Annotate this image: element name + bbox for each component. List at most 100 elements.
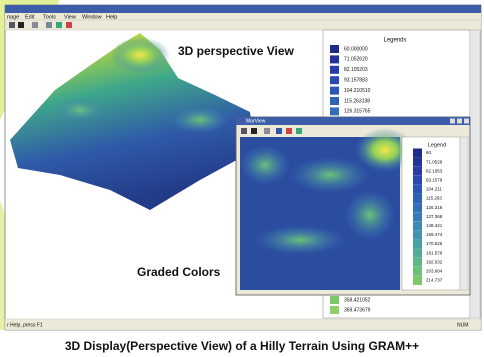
legend-swatch	[330, 86, 339, 95]
legend-swatch	[413, 230, 422, 240]
legend-label: 203.684	[426, 268, 443, 273]
legend-swatch	[413, 148, 422, 158]
menu-item[interactable]: Window	[82, 14, 102, 20]
tool-button[interactable]	[32, 22, 38, 28]
legend-label: 93.157883	[344, 78, 368, 84]
legend-label: 104.211	[426, 187, 442, 192]
terrain-high	[355, 128, 415, 172]
perspective-label: 3D perspective View	[178, 44, 295, 58]
graded-image-detail	[240, 128, 415, 255]
close-button[interactable]	[464, 118, 469, 124]
tool-button[interactable]	[66, 22, 72, 28]
legend-swatch	[413, 184, 422, 194]
scrollbar[interactable]	[469, 29, 481, 319]
child-title: MarView	[246, 118, 266, 124]
legend-label: 115.263138	[344, 98, 370, 104]
legend-swatch	[330, 76, 339, 85]
tool-button[interactable]	[46, 22, 52, 28]
tool-button[interactable]	[241, 128, 247, 134]
scrollbar[interactable]	[459, 136, 469, 291]
status-bar	[4, 318, 482, 331]
legend-label: 214.737	[426, 278, 443, 283]
tool-button[interactable]	[264, 128, 270, 134]
legend-label: 159.474	[426, 232, 443, 237]
menu-item[interactable]: nage	[7, 14, 19, 20]
child-legend-title: Legend	[428, 142, 446, 148]
legend-swatch	[330, 107, 339, 116]
terrain-mid	[290, 157, 370, 193]
legend-swatch	[330, 45, 339, 53]
legend-label: 358.421052	[344, 297, 371, 303]
terrain-ridge	[170, 106, 230, 134]
tool-button[interactable]	[286, 128, 292, 134]
legend-swatch	[413, 257, 422, 267]
legend-swatch	[413, 175, 422, 185]
legend-label: 60.	[426, 150, 432, 155]
child-toolbar	[241, 128, 302, 134]
legend-swatch	[413, 275, 422, 285]
legend-label: 104.210510	[344, 88, 371, 94]
status-num: NUM	[457, 322, 468, 328]
toolbar	[4, 19, 482, 31]
menu-item[interactable]: Tools	[43, 14, 56, 20]
legend-swatch	[413, 157, 422, 167]
legend-swatch	[413, 221, 422, 231]
legend-label: 181.579	[426, 250, 443, 255]
legend-label: 126.315765	[344, 109, 371, 115]
legend-label: 93.1579	[426, 177, 443, 182]
legend-title: Legends	[383, 38, 406, 44]
legend-swatch	[330, 306, 339, 314]
legend-label: 137.368	[426, 214, 443, 219]
child-legend-panel	[401, 136, 461, 291]
terrain-peak	[110, 37, 170, 73]
legend-swatch	[413, 266, 422, 276]
tool-button[interactable]	[56, 22, 62, 28]
menu-item[interactable]: View	[64, 14, 76, 20]
menu: nage Edit Tools View Window Help	[7, 14, 117, 20]
legend-swatch	[330, 65, 339, 74]
toolbar-icons	[9, 22, 72, 28]
legend-swatch	[413, 166, 422, 176]
legend-swatch	[413, 248, 422, 258]
graded-label: Graded Colors	[137, 265, 221, 279]
child-title-bar	[236, 117, 470, 125]
legend-label: 115.263	[426, 196, 442, 201]
legend-label: 71.052620	[344, 57, 368, 63]
tool-button[interactable]	[251, 128, 257, 134]
legend-swatch	[330, 55, 339, 64]
legend-swatch	[330, 296, 339, 304]
tool-button[interactable]	[296, 128, 302, 134]
legend-swatch	[413, 194, 422, 203]
tool-button[interactable]	[9, 22, 15, 28]
menu-bar	[5, 13, 481, 20]
title-bar	[5, 5, 481, 13]
legend-label: 82.1053	[426, 168, 443, 173]
window-button[interactable]	[450, 118, 455, 124]
legend-label: 170.526	[426, 241, 443, 246]
terrain-ridge	[55, 98, 105, 122]
window-button[interactable]	[457, 118, 462, 124]
legend-label: 126.316	[426, 205, 443, 210]
legend-label: 192.632	[426, 259, 443, 264]
legend-label: 369.473679	[344, 307, 371, 313]
terrain-mid	[240, 145, 290, 185]
legend-label: 71.0526	[426, 159, 443, 164]
legend-label: 82.105203	[344, 67, 368, 73]
legend-label: 148.421	[426, 223, 443, 228]
legend-swatch	[413, 203, 422, 213]
tool-button[interactable]	[18, 22, 24, 28]
menu-item[interactable]: Edit	[25, 14, 35, 20]
menu-item[interactable]: Help	[106, 14, 117, 20]
terrain-3d	[10, 33, 255, 210]
legend-label: 60.000000	[344, 46, 368, 52]
caption: 3D Display(Perspective View) of a Hilly …	[65, 339, 419, 353]
legend-swatch	[330, 97, 339, 105]
terrain-mid	[345, 190, 395, 240]
terrain-mid	[255, 225, 345, 255]
tool-button[interactable]	[276, 128, 282, 134]
status-text: r Help, press F1	[7, 322, 43, 328]
legend-swatch	[413, 239, 422, 249]
legend: 60. 71.0526 82.1053 93.1579 104.211 115.263 12…	[413, 148, 443, 285]
legend-swatch	[413, 212, 422, 222]
